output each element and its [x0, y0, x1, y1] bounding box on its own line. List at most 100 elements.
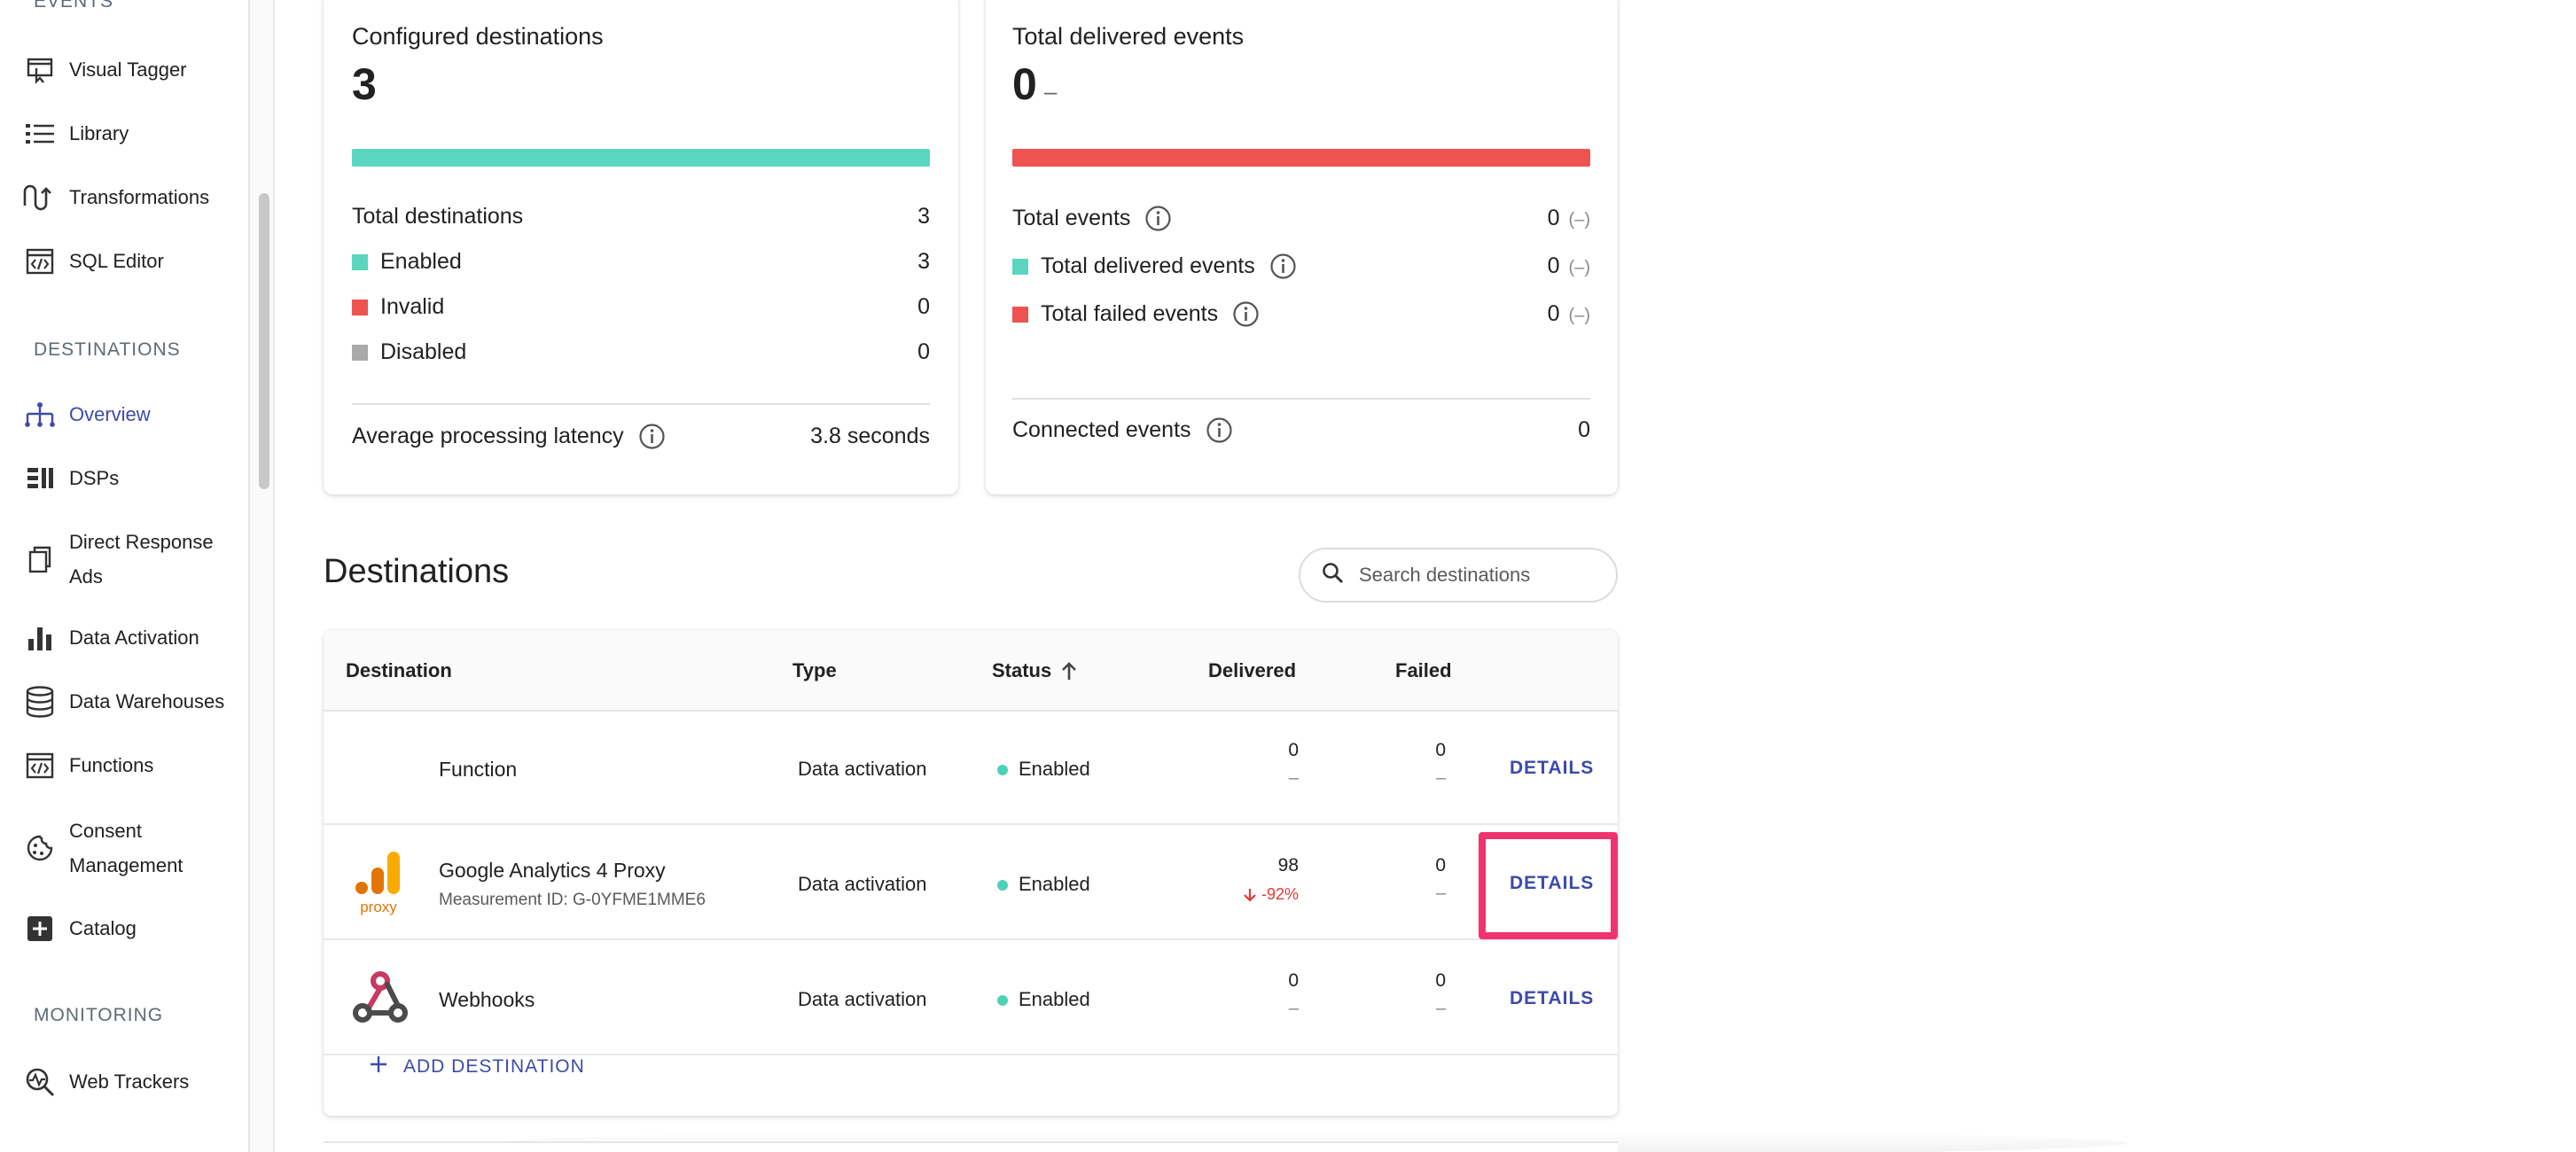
add-destination-button[interactable]: ADD DESTINATION	[354, 1055, 585, 1078]
stat-delta: (–)	[1568, 306, 1590, 325]
stat-row: Total destinations 3	[352, 204, 930, 230]
stat-label: Total failed events	[1041, 301, 1219, 326]
total-delivered-events-card: Total delivered events 0– Total events 0…	[986, 0, 1618, 494]
divider	[352, 403, 930, 405]
sidebar-item-catalog[interactable]: Catalog	[23, 911, 245, 946]
card-title: Configured destinations	[352, 23, 604, 50]
column-delivered[interactable]: Delivered	[1208, 659, 1297, 681]
status-label: Enabled	[1019, 873, 1090, 895]
consent-management-icon	[23, 831, 57, 865]
search-input[interactable]	[1359, 564, 1598, 587]
sidebar-item-dsps[interactable]: DSPs	[23, 461, 245, 495]
table-row[interactable]: proxy Google Analytics 4 Proxy Measureme…	[324, 827, 1618, 940]
highlight-box	[1479, 832, 1618, 939]
sidebar-item-label-line2: Ads	[69, 565, 103, 588]
sidebar-item-label: Web Trackers	[69, 1070, 190, 1093]
info-icon[interactable]	[1232, 300, 1260, 328]
connected-value: 0	[1578, 417, 1590, 442]
delivered-change: –	[1288, 999, 1299, 1018]
sidebar-scrollbar[interactable]	[250, 0, 275, 1152]
info-icon[interactable]	[1269, 253, 1297, 280]
destination-name: Webhooks	[439, 988, 535, 1011]
sidebar-item-web-trackers[interactable]: Web Trackers	[23, 1064, 245, 1099]
delivered-value: 0	[1288, 970, 1299, 991]
sidebar-item-label: SQL Editor	[69, 250, 164, 272]
details-button[interactable]: DETAILS	[1510, 988, 1595, 1008]
sidebar-item-data-activation[interactable]: Data Activation	[23, 620, 245, 655]
connected-row: Connected events 0	[1012, 416, 1590, 444]
catalog-icon	[23, 912, 57, 946]
measurement-id: Measurement ID: G-0YFME1MME6	[439, 891, 706, 909]
sidebar-scrollbar-thumb[interactable]	[259, 193, 269, 489]
add-destination-label: ADD DESTINATION	[403, 1056, 585, 1077]
sidebar-item-library[interactable]: Library	[23, 116, 245, 151]
destination-status: Enabled	[997, 988, 1090, 1011]
failed-value: 0	[1435, 970, 1446, 991]
sidebar-item-functions[interactable]: Functions	[23, 748, 245, 782]
enabled-bar	[352, 149, 930, 167]
destination-type: Data activation	[798, 873, 927, 895]
stat-row: Invalid 0	[352, 294, 930, 320]
table-row[interactable]: Webhooks Data activation Enabled 0 – 0 –…	[324, 942, 1618, 1055]
failed-value: 0	[1435, 740, 1446, 760]
delivered-count-change: –	[1043, 78, 1058, 105]
search-icon	[1322, 562, 1345, 589]
details-button[interactable]: DETAILS	[1510, 873, 1595, 893]
configured-destinations-card: Configured destinations 3 Total destinat…	[324, 0, 958, 494]
column-destination[interactable]: Destination	[346, 659, 452, 681]
sidebar-item-label: DSPs	[69, 467, 120, 489]
sidebar-item-label: Data Activation	[69, 627, 199, 649]
dsps-icon	[23, 462, 57, 495]
webhooks-logo	[350, 969, 410, 1031]
sidebar-item-direct-response-ads[interactable]: Direct Response Ads	[23, 525, 245, 594]
delivered-change: -92%	[1210, 885, 1299, 904]
stat-label: Invalid	[380, 294, 445, 319]
sidebar-item-label: Data Warehouses	[69, 690, 225, 712]
sidebar-item-sql-editor[interactable]: SQL Editor	[23, 244, 245, 278]
table-row[interactable]: Function Data activation Enabled 0 – 0 –…	[324, 712, 1618, 825]
next-card-edge	[324, 1141, 1618, 1152]
sidebar-item-label: Catalog	[69, 917, 137, 939]
web-trackers-icon	[23, 1065, 57, 1099]
library-icon	[23, 117, 57, 151]
overview-icon	[23, 398, 57, 432]
stat-row: Total failed events 0 (–)	[1012, 300, 1590, 328]
stat-delta: (–)	[1568, 210, 1590, 230]
sidebar-item-consent-management[interactable]: Consent Management	[23, 813, 245, 883]
status-dot	[997, 995, 1008, 1007]
stat-value: 0	[1547, 301, 1560, 326]
destination-status: Enabled	[997, 758, 1090, 781]
sidebar-item-visual-tagger[interactable]: Visual Tagger	[23, 52, 245, 87]
column-failed[interactable]: Failed	[1395, 659, 1452, 681]
sidebar-item-transformations[interactable]: Transformations	[23, 180, 245, 214]
info-icon[interactable]	[638, 423, 666, 450]
info-icon[interactable]	[1144, 205, 1172, 232]
invalid-legend-swatch	[352, 299, 368, 315]
sidebar-item-label-line2: Management	[69, 854, 183, 876]
stat-value: 3	[917, 249, 930, 274]
delivered-value: 0	[1288, 740, 1299, 760]
status-label: Enabled	[1019, 988, 1090, 1010]
destination-name: Function	[439, 758, 518, 781]
sidebar: EVENTS Visual Tagger Library Transformat…	[0, 0, 250, 1152]
stat-label: Enabled	[380, 249, 462, 274]
sidebar-item-overview[interactable]: Overview	[23, 397, 245, 432]
stat-value: 0	[917, 294, 930, 319]
divider	[1012, 398, 1590, 400]
details-button[interactable]: DETAILS	[1510, 758, 1595, 778]
search-destinations[interactable]	[1299, 548, 1618, 603]
destination-type: Data activation	[798, 758, 927, 780]
delivered-change-value: -92%	[1261, 885, 1299, 903]
sidebar-item-label: Visual Tagger	[69, 58, 187, 81]
stat-value: 0	[1547, 253, 1560, 278]
column-status[interactable]: Status	[992, 630, 1078, 712]
sidebar-item-data-warehouses[interactable]: Data Warehouses	[23, 684, 245, 719]
info-icon[interactable]	[1206, 416, 1233, 444]
latency-value: 3.8 seconds	[810, 424, 930, 448]
column-type[interactable]: Type	[792, 659, 837, 681]
delivered-count-value: 0	[1012, 59, 1037, 109]
stat-delta: (–)	[1568, 258, 1590, 277]
destinations-table: Destination Type Status Delivered Failed…	[324, 630, 1618, 1116]
enabled-legend-swatch	[352, 253, 368, 270]
destination-status: Enabled	[997, 873, 1090, 896]
